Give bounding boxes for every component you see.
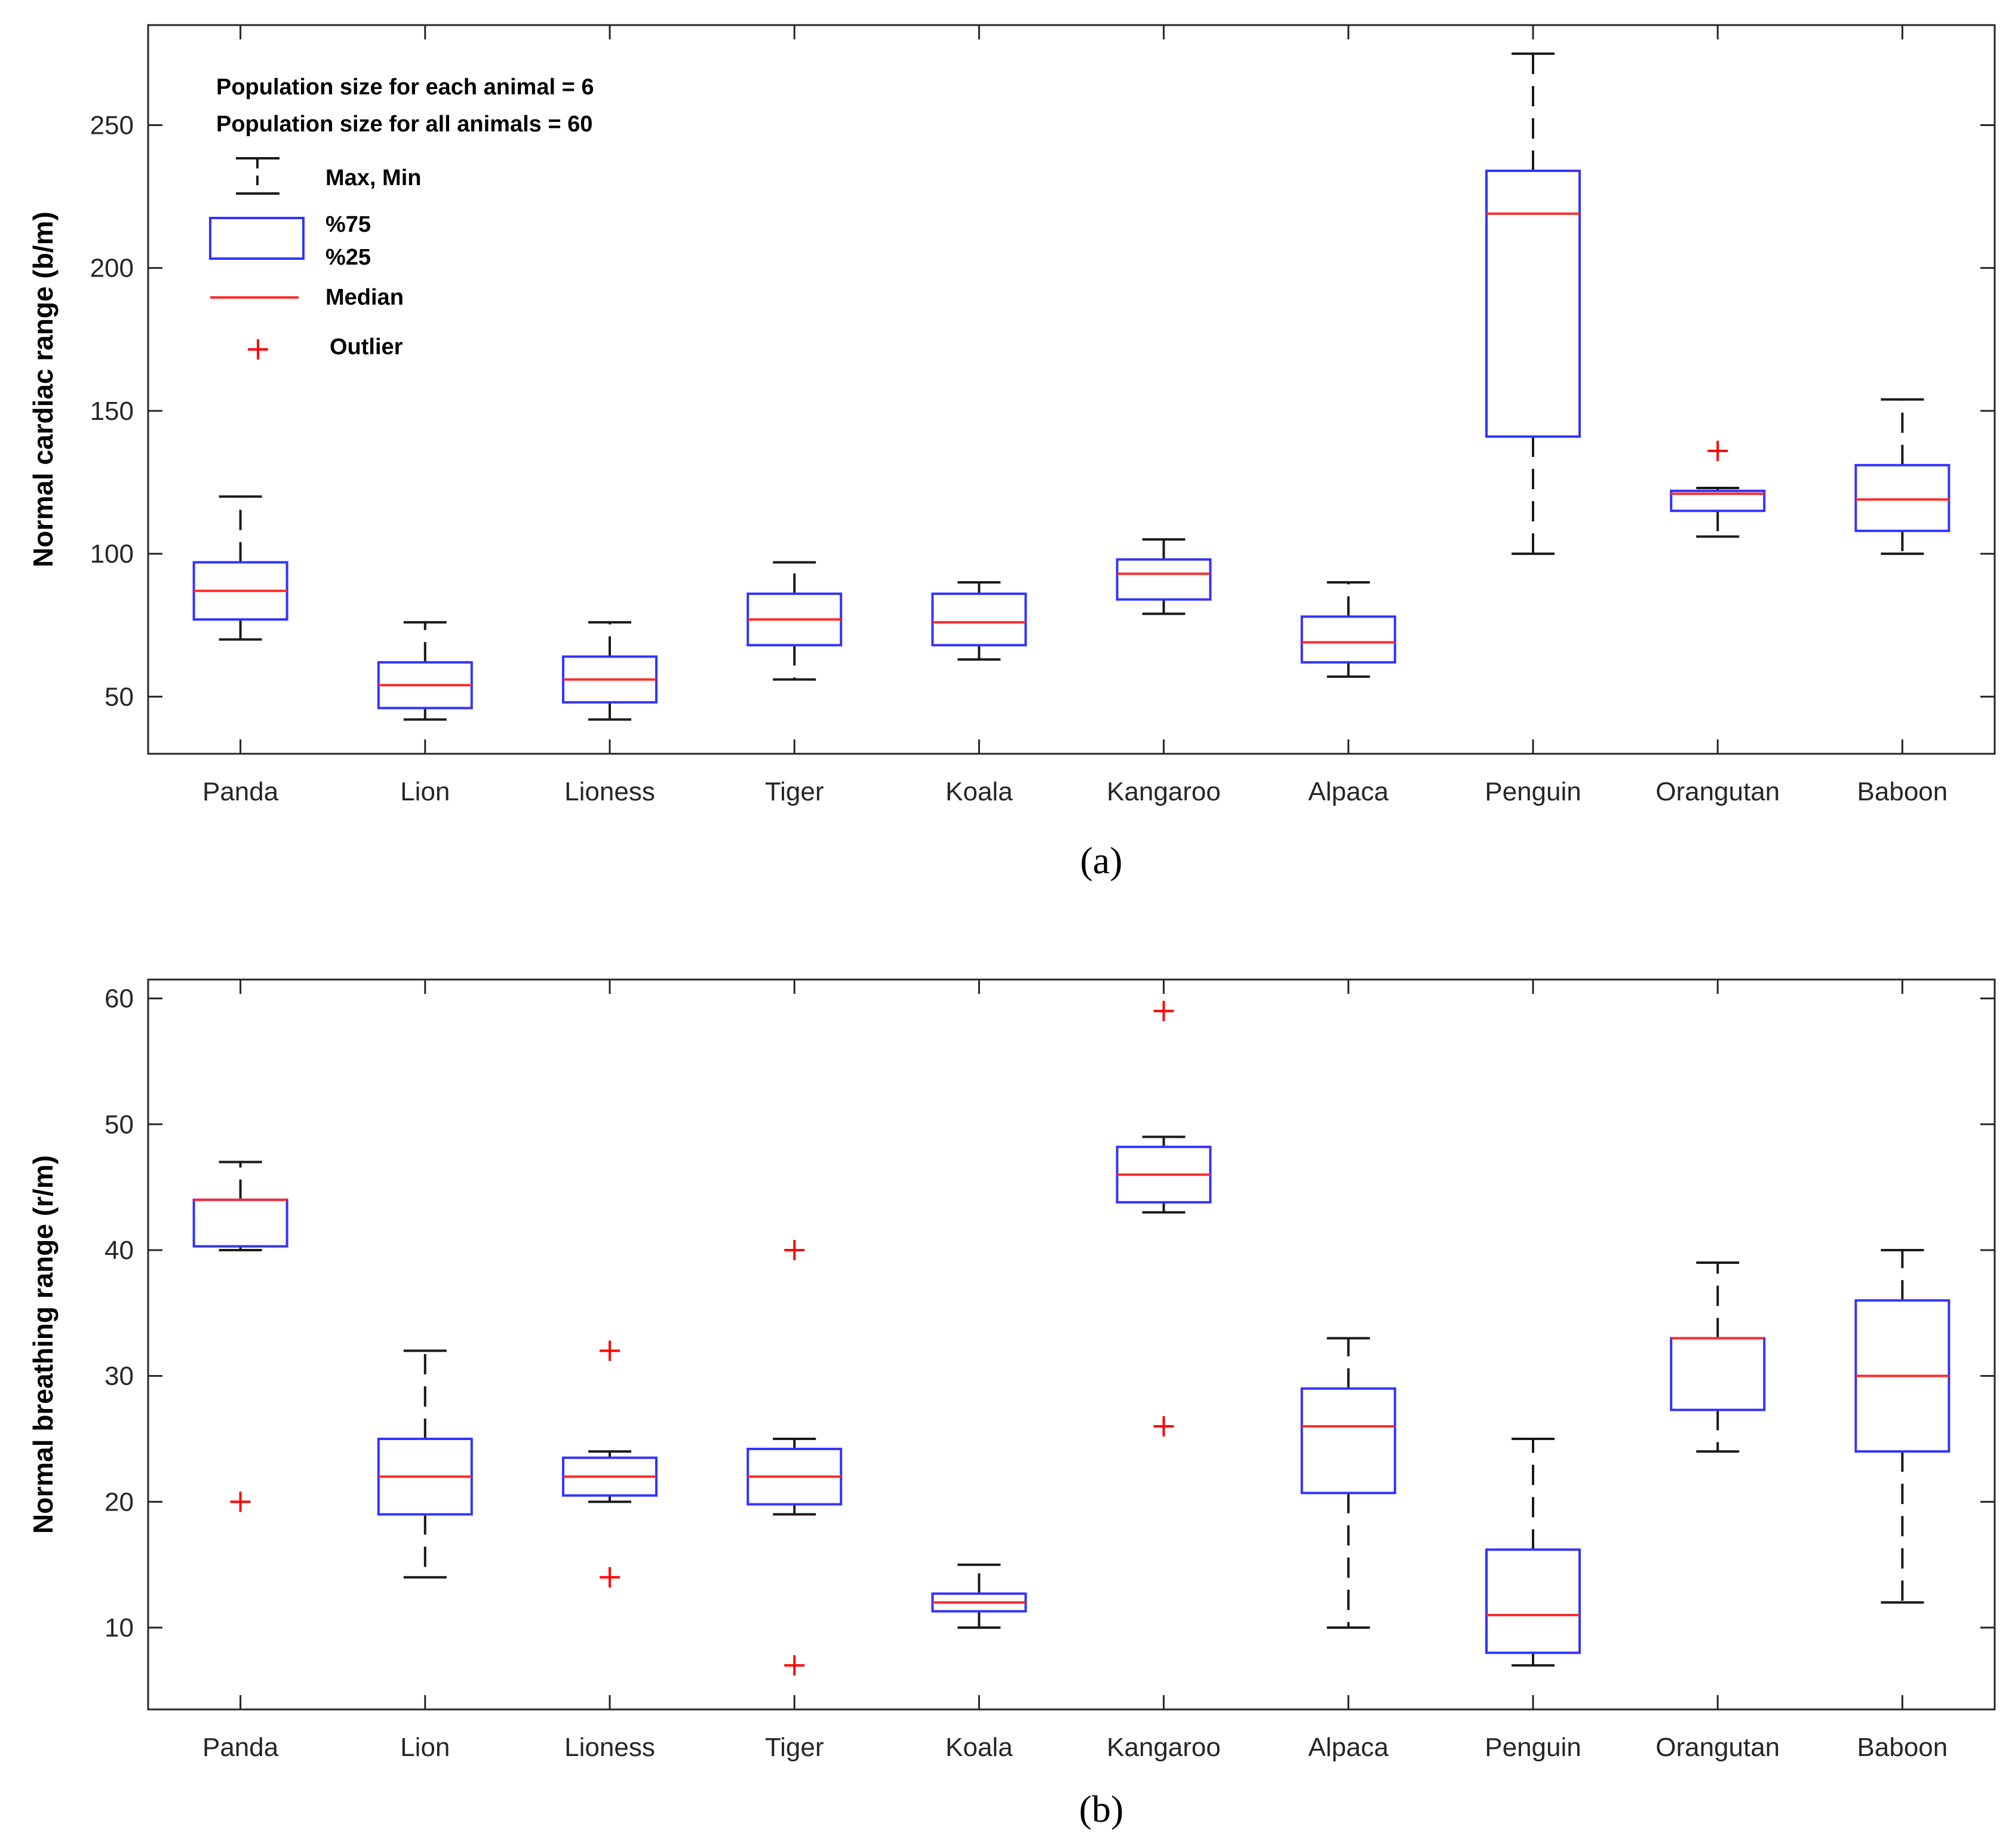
box-tiger: [747, 1239, 843, 1676]
y-tick-label: 20: [105, 1487, 134, 1517]
y-tick-label: 50: [105, 682, 134, 711]
x-tick-label: Lion: [400, 1733, 450, 1762]
x-tick-label: Orangutan: [1655, 1733, 1780, 1762]
legend-median-label: Median: [325, 285, 404, 310]
outlier-marker: [600, 1340, 620, 1361]
box-koala: [931, 581, 1027, 661]
y-axis-label: Normal breathing range (r/m): [27, 1155, 59, 1534]
box-panda: [192, 1161, 288, 1512]
x-tick-label: Penguin: [1485, 777, 1581, 806]
box-tiger: [747, 561, 843, 681]
iqr-box: [1300, 615, 1396, 664]
y-tick-label: 40: [105, 1236, 134, 1265]
y-tick-label: 250: [90, 110, 134, 140]
x-tick-label: Lioness: [564, 1733, 655, 1762]
outlier-marker: [784, 1239, 805, 1260]
iqr-box: [192, 1198, 288, 1248]
y-tick-label: 30: [105, 1362, 134, 1391]
box-baboon: [1854, 398, 1951, 555]
box-lioness: [562, 621, 658, 721]
x-tick-label: Tiger: [765, 777, 824, 806]
x-tick-label: Alpaca: [1308, 777, 1389, 806]
outlier-marker: [1153, 1000, 1174, 1021]
y-axis-label: Normal cardiac range (b/m): [27, 211, 59, 567]
outlier-marker: [1153, 1416, 1174, 1436]
box-koala: [931, 1563, 1027, 1629]
box-kangaroo: [1116, 1000, 1212, 1436]
box-penguin: [1485, 1438, 1581, 1667]
y-tick-label: 10: [105, 1613, 134, 1643]
y-tick-label: 100: [90, 539, 134, 569]
box-lioness: [562, 1340, 658, 1588]
x-tick-label: Orangutan: [1655, 777, 1780, 806]
box-panda: [192, 495, 288, 641]
x-tick-label: Panda: [202, 777, 279, 806]
legend-maxmin-label: Max, Min: [325, 165, 421, 191]
box-kangaroo: [1116, 538, 1212, 615]
x-tick-label: Lion: [400, 777, 450, 806]
x-tick-label: Penguin: [1485, 1733, 1581, 1762]
box-orangutan: [1670, 1261, 1766, 1453]
breathing-chart: 10 20 30 40 50 60 Panda Lion Lioness Tiger Koala Ka…: [27, 978, 1996, 1830]
legend-outlier-label: Outlier: [330, 334, 403, 360]
legend-box-icon: [209, 217, 305, 260]
legend-p75-label: %75: [325, 212, 371, 237]
iqr-box: [1670, 1337, 1766, 1411]
box-alpaca: [1300, 581, 1396, 678]
y-tick-label: 60: [105, 984, 134, 1014]
legend-population-all: Population size for all animals = 60: [216, 112, 592, 137]
iqr-box: [931, 593, 1027, 647]
iqr-box: [1670, 489, 1766, 512]
box-baboon: [1854, 1248, 1951, 1604]
x-tick-label: Lioness: [564, 777, 655, 806]
panel-caption: (a): [1080, 839, 1122, 882]
box-penguin: [1485, 52, 1581, 555]
y-tick-label: 200: [90, 254, 134, 283]
outlier-marker: [600, 1567, 620, 1588]
box-orangutan: [1670, 440, 1766, 538]
x-tick-label: Koala: [945, 1733, 1013, 1762]
plot-frame: [147, 24, 1996, 755]
legend-p25-label: %25: [325, 245, 371, 270]
iqr-box: [1300, 1387, 1396, 1494]
x-tick-label: Kangaroo: [1107, 777, 1221, 806]
y-tick-label: 50: [105, 1110, 134, 1139]
iqr-box: [1485, 1548, 1581, 1654]
iqr-box: [1485, 170, 1581, 438]
cardiac-chart: 50 100 150 200 250 Panda Lion Lioness Tiger Koala…: [27, 24, 1996, 882]
outlier-marker: [230, 1491, 251, 1512]
iqr-box: [1116, 558, 1212, 601]
x-tick-label: Kangaroo: [1107, 1733, 1221, 1762]
x-tick-label: Baboon: [1857, 777, 1948, 806]
outlier-marker: [784, 1655, 805, 1676]
x-tick-label: Tiger: [765, 1733, 824, 1762]
x-tick-label: Koala: [945, 777, 1013, 806]
legend-maxmin-icon: [236, 157, 279, 195]
box-lion: [377, 1349, 473, 1579]
x-tick-label: Baboon: [1857, 1733, 1948, 1762]
plot-frame: [147, 978, 1996, 1711]
outlier-marker: [1707, 440, 1728, 461]
legend: Population size for each animal = 6 Popu…: [209, 75, 594, 360]
box-alpaca: [1300, 1337, 1396, 1629]
panel-caption: (b): [1079, 1788, 1124, 1830]
legend-outlier-icon: [248, 339, 268, 360]
iqr-box: [1854, 463, 1951, 532]
y-tick-label: 150: [90, 397, 134, 426]
x-tick-label: Panda: [202, 1733, 279, 1762]
legend-population-each: Population size for each animal = 6: [216, 75, 594, 100]
x-tick-label: Alpaca: [1308, 1733, 1389, 1762]
box-lion: [377, 621, 473, 721]
